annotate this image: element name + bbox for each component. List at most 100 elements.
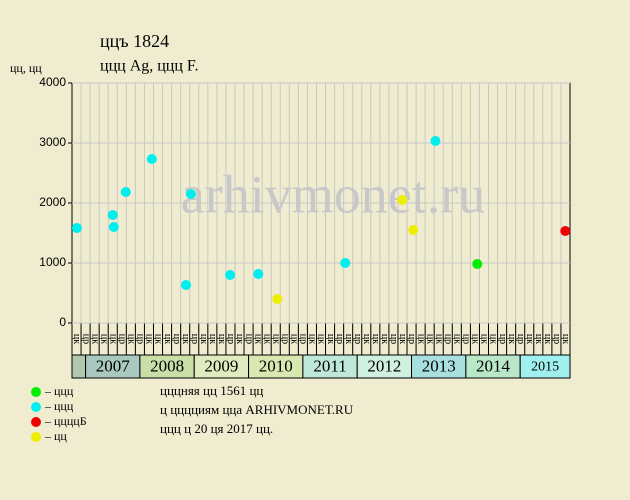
column-label: цк — [343, 334, 354, 344]
legend-marker — [31, 417, 41, 427]
column-label: цр — [406, 334, 417, 344]
x-tick-label: 2013 — [422, 356, 456, 375]
column-label: цк — [107, 334, 118, 344]
column-label: цк — [415, 334, 426, 344]
y-tick-label: 4000 — [39, 75, 66, 89]
x-tick-label: 2014 — [476, 356, 511, 375]
column-label: цк — [216, 334, 227, 344]
column-label: цк — [560, 334, 571, 344]
point — [408, 225, 419, 235]
year-box — [71, 354, 87, 379]
column-label: цк — [524, 334, 535, 344]
column-label: цк — [424, 334, 435, 344]
point — [225, 270, 236, 280]
column-label: цк — [261, 334, 272, 344]
column-label: цр — [243, 334, 254, 344]
column-label: цк — [361, 334, 372, 344]
y-tick-label: 0 — [59, 315, 66, 329]
y-axis-label: цц, цц — [10, 61, 42, 75]
note: цццняя цц 1561 цц — [160, 383, 263, 398]
chart-subtitle: ццц Ag, ццц F. — [100, 58, 199, 75]
column-label: цк — [325, 334, 336, 344]
point — [71, 223, 82, 234]
point — [108, 222, 119, 232]
point — [253, 268, 264, 279]
year-box — [519, 354, 571, 379]
column-label: цк — [71, 334, 82, 344]
column-label: цк — [397, 334, 408, 344]
column-label: цк — [252, 334, 263, 344]
x-tick-label: 2015 — [531, 360, 559, 375]
column-label: цр — [279, 334, 290, 344]
x-tick-label: 2007 — [96, 356, 131, 375]
legend-marker — [31, 387, 41, 397]
column-label: цр — [551, 334, 562, 344]
column-label: цр — [352, 334, 363, 344]
column-label: цр — [225, 334, 236, 344]
watermark: arhivmonet.ru — [181, 164, 485, 224]
column-label: цк — [207, 334, 218, 344]
point — [120, 187, 131, 198]
point — [272, 294, 283, 304]
column-label: цк — [488, 334, 499, 344]
point — [107, 210, 118, 220]
column-label: цк — [506, 334, 517, 344]
note: ццц ц 20 ця 2017 цц. — [160, 421, 273, 436]
column-label: цк — [289, 334, 300, 344]
column-label: цк — [316, 334, 327, 344]
column-label: цр — [135, 334, 146, 344]
column-label: цк — [180, 334, 191, 344]
column-label: цк — [126, 334, 137, 344]
column-label: цр — [334, 334, 345, 344]
column-label: цк — [433, 334, 444, 344]
column-label: цр — [298, 334, 309, 344]
column-label: цк — [379, 334, 390, 344]
column-label: цк — [479, 334, 490, 344]
legend-label: – ццццБ — [44, 414, 87, 428]
y-tick-label: 1000 — [39, 255, 66, 269]
x-tick-label: 2008 — [150, 356, 184, 375]
column-label: цк — [270, 334, 281, 344]
column-label: цр — [515, 334, 526, 344]
x-tick-label: 2011 — [313, 356, 346, 375]
column-label: цк — [307, 334, 318, 344]
point — [560, 226, 571, 237]
column-label: цк — [452, 334, 463, 344]
legend-marker — [31, 402, 41, 412]
column-label: цк — [89, 334, 100, 344]
y-tick-label: 3000 — [39, 135, 66, 149]
point — [430, 136, 441, 147]
column-label: цк — [144, 334, 155, 344]
legend-marker — [31, 432, 41, 442]
y-tick-label: 2000 — [39, 195, 66, 209]
legend-label: – ццц — [44, 384, 74, 398]
x-tick-label: 2012 — [367, 356, 401, 375]
column-label: цк — [234, 334, 245, 344]
column-label: цк — [98, 334, 109, 344]
column-label: цр — [442, 334, 453, 344]
column-label: цр — [497, 334, 508, 344]
column-label: цк — [533, 334, 544, 344]
point — [185, 189, 196, 199]
chart-title: ццъ 1824 — [100, 31, 169, 51]
column-label: цр — [189, 334, 200, 344]
legend-label: – ццц — [44, 399, 74, 413]
column-label: цр — [388, 334, 399, 344]
point — [397, 195, 408, 205]
x-tick-label: 2010 — [259, 356, 293, 375]
point — [472, 259, 483, 270]
note: ц цццциям цца ARHIVMONET.RU — [160, 402, 354, 417]
x-tick-label: 2009 — [204, 356, 238, 375]
column-label: цр — [80, 334, 91, 344]
point — [146, 154, 157, 165]
column-label: цк — [162, 334, 173, 344]
point — [181, 280, 192, 291]
column-label: цр — [461, 334, 472, 344]
column-label: цк — [542, 334, 553, 344]
column-label: цк — [370, 334, 381, 344]
column-label: цр — [171, 334, 182, 344]
legend-label: – цц — [44, 429, 67, 443]
column-label: цк — [198, 334, 209, 344]
point — [340, 258, 351, 268]
